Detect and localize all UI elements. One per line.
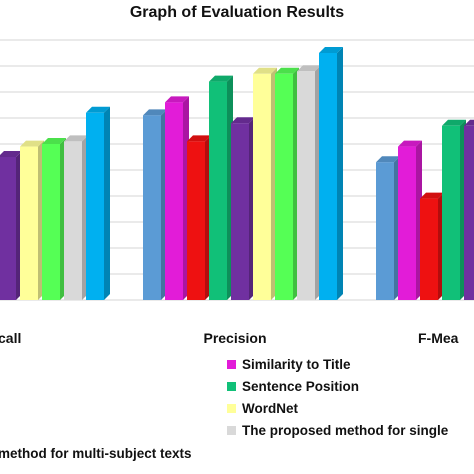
bar-front bbox=[319, 53, 337, 300]
bar-front bbox=[86, 112, 104, 300]
bar-front bbox=[231, 123, 249, 300]
bar-front bbox=[420, 198, 438, 300]
bar-precision-series-6 bbox=[253, 67, 277, 300]
legend-label-wordnet: WordNet bbox=[242, 401, 299, 416]
bar-top bbox=[319, 47, 343, 53]
category-label-precision: Precision bbox=[203, 330, 266, 346]
bar-front bbox=[42, 144, 60, 300]
bar-front bbox=[253, 73, 271, 300]
legend-label-similarity-to-title: Similarity to Title bbox=[242, 357, 351, 372]
bar-top bbox=[398, 140, 422, 147]
bar-top bbox=[64, 135, 88, 142]
bar-top bbox=[275, 67, 299, 74]
legend-swatch-proposed-single bbox=[227, 426, 236, 435]
legend: Similarity to Title Sentence Position Wo… bbox=[0, 357, 449, 461]
category-label-f-measure: F-Mea bbox=[418, 330, 459, 346]
bar-top bbox=[231, 117, 255, 124]
bar-recall-series-9 bbox=[86, 106, 110, 300]
bar-top bbox=[253, 67, 277, 74]
legend-label-sentence-position: Sentence Position bbox=[242, 379, 359, 394]
bar-top bbox=[20, 140, 44, 147]
bar-precision-series-2 bbox=[165, 96, 189, 301]
legend-swatch-wordnet bbox=[227, 404, 236, 413]
bar-front bbox=[64, 141, 82, 300]
bar-f-measure-series-2 bbox=[398, 140, 422, 300]
bar-precision-series-1 bbox=[143, 109, 167, 301]
bar-f-measure-series-5 bbox=[464, 119, 474, 300]
bar-front bbox=[442, 125, 460, 300]
bar-precision-series-9 bbox=[319, 47, 343, 300]
bar-side bbox=[337, 47, 343, 300]
bar-top bbox=[187, 135, 211, 142]
bar-f-measure-series-1 bbox=[376, 156, 400, 300]
bar-top bbox=[420, 192, 444, 199]
chart-title: Graph of Evaluation Results bbox=[130, 4, 344, 21]
bar-recall-series-5 bbox=[0, 151, 22, 300]
bar-front bbox=[464, 125, 474, 300]
bars bbox=[0, 47, 474, 301]
bar-f-measure-series-4 bbox=[442, 119, 466, 300]
bar-front bbox=[376, 162, 394, 300]
legend-label-proposed-single: The proposed method for single bbox=[242, 423, 449, 438]
bar-recall-series-7 bbox=[42, 138, 66, 300]
bar-top bbox=[42, 138, 66, 144]
legend-swatch-similarity-to-title bbox=[227, 360, 236, 369]
bar-precision-series-3 bbox=[187, 135, 211, 300]
bar-precision-series-5 bbox=[231, 117, 255, 300]
bar-top bbox=[297, 65, 321, 72]
bar-front bbox=[398, 146, 416, 300]
bar-top bbox=[0, 151, 22, 157]
bar-front bbox=[209, 81, 227, 300]
bar-recall-series-8 bbox=[64, 135, 88, 300]
bar-top bbox=[86, 106, 110, 113]
bar-recall-series-6 bbox=[20, 140, 44, 300]
bar-front bbox=[0, 157, 16, 300]
bar-top bbox=[143, 109, 167, 116]
legend-swatch-sentence-position bbox=[227, 382, 236, 391]
bar-front bbox=[275, 73, 293, 300]
bar-front bbox=[297, 71, 315, 300]
bar-f-measure-series-3 bbox=[420, 192, 444, 300]
legend-label-proposed-multi: method for multi-subject texts bbox=[0, 446, 192, 461]
bar-top bbox=[376, 156, 400, 163]
bar-precision-series-7 bbox=[275, 67, 299, 300]
bar-precision-series-8 bbox=[297, 65, 321, 300]
bar-top bbox=[165, 96, 189, 103]
bar-front bbox=[165, 102, 183, 301]
bar-top bbox=[209, 75, 233, 82]
bar-front bbox=[143, 115, 161, 301]
category-label-recall: call bbox=[0, 330, 21, 346]
bar-front bbox=[187, 141, 205, 300]
bar-top bbox=[442, 119, 466, 126]
bar-precision-series-4 bbox=[209, 75, 233, 300]
bar-top bbox=[464, 119, 474, 126]
bar-front bbox=[20, 146, 38, 300]
bar-side bbox=[104, 106, 110, 300]
